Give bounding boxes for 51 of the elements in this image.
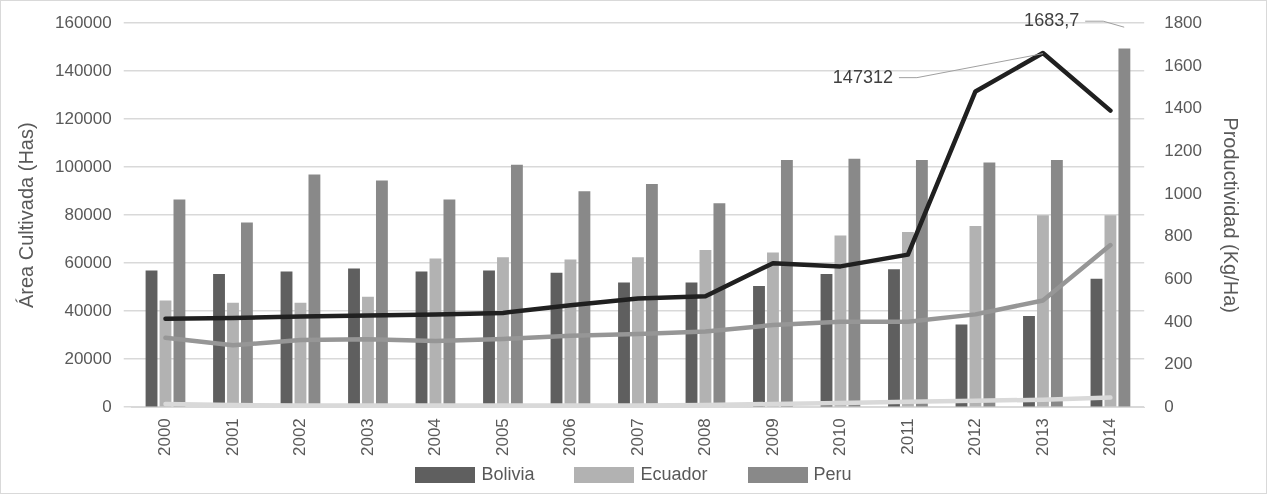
x-tick-label: 2001 <box>222 418 242 457</box>
y2-tick-label: 1000 <box>1164 183 1203 203</box>
y2-tick-label: 1800 <box>1164 12 1203 32</box>
y2-tick-label: 1600 <box>1164 55 1203 75</box>
bar <box>1118 48 1131 407</box>
x-tick-label: 2007 <box>627 418 647 457</box>
x-tick-label: 2000 <box>155 418 175 457</box>
y-tick-label: 140000 <box>54 60 112 80</box>
y2-tick-label: 400 <box>1164 311 1193 331</box>
y-tick-label: 100000 <box>54 156 112 176</box>
bar <box>1037 215 1049 407</box>
y-tick-label: 40000 <box>64 300 112 320</box>
bar <box>1023 315 1035 407</box>
y-tick-label: 20000 <box>64 348 112 368</box>
legend-label: Bolivia <box>481 464 535 485</box>
x-tick-label: 2012 <box>965 418 985 457</box>
x-tick-label: 2002 <box>290 418 310 457</box>
y2-tick-label: 1400 <box>1164 98 1203 118</box>
annotation: 147312 <box>832 66 893 87</box>
x-tick-label: 2014 <box>1100 418 1120 457</box>
y-tick-label: 120000 <box>54 108 112 128</box>
bar <box>848 158 861 407</box>
annotation: 1683,7 <box>1024 10 1080 31</box>
x-tick-label: 2004 <box>425 418 445 457</box>
x-tick-label: 2003 <box>357 418 377 457</box>
bar <box>1050 159 1063 407</box>
x-tick-label: 2005 <box>492 418 512 457</box>
y2-tick-label: 600 <box>1164 268 1193 288</box>
y-tick-label: 80000 <box>64 204 112 224</box>
bar <box>145 270 158 407</box>
y2-tick-label: 200 <box>1164 354 1193 374</box>
x-tick-label: 2008 <box>695 418 715 457</box>
bar <box>915 159 928 407</box>
legend-label: Ecuador <box>640 464 708 485</box>
legend-label: Peru <box>813 464 852 485</box>
bar <box>888 269 900 407</box>
bar <box>902 231 914 407</box>
x-tick-label: 2013 <box>1032 418 1052 457</box>
y2-tick-label: 800 <box>1164 226 1193 246</box>
y-axis-title: Área Cultivada (Has) <box>14 122 37 308</box>
y-tick-label: 0 <box>102 396 112 416</box>
y-tick-label: 60000 <box>64 252 112 272</box>
bar <box>983 162 996 407</box>
y2-axis-title: Productividad (Kg/Ha) <box>1220 117 1243 314</box>
x-tick-label: 2009 <box>762 418 782 457</box>
y2-tick-label: 1200 <box>1164 140 1203 160</box>
x-tick-label: 2010 <box>830 418 850 457</box>
x-tick-label: 2006 <box>560 418 580 457</box>
x-tick-label: 2011 <box>897 418 917 455</box>
y-tick-label: 160000 <box>54 12 112 32</box>
y2-tick-label: 0 <box>1164 396 1174 416</box>
